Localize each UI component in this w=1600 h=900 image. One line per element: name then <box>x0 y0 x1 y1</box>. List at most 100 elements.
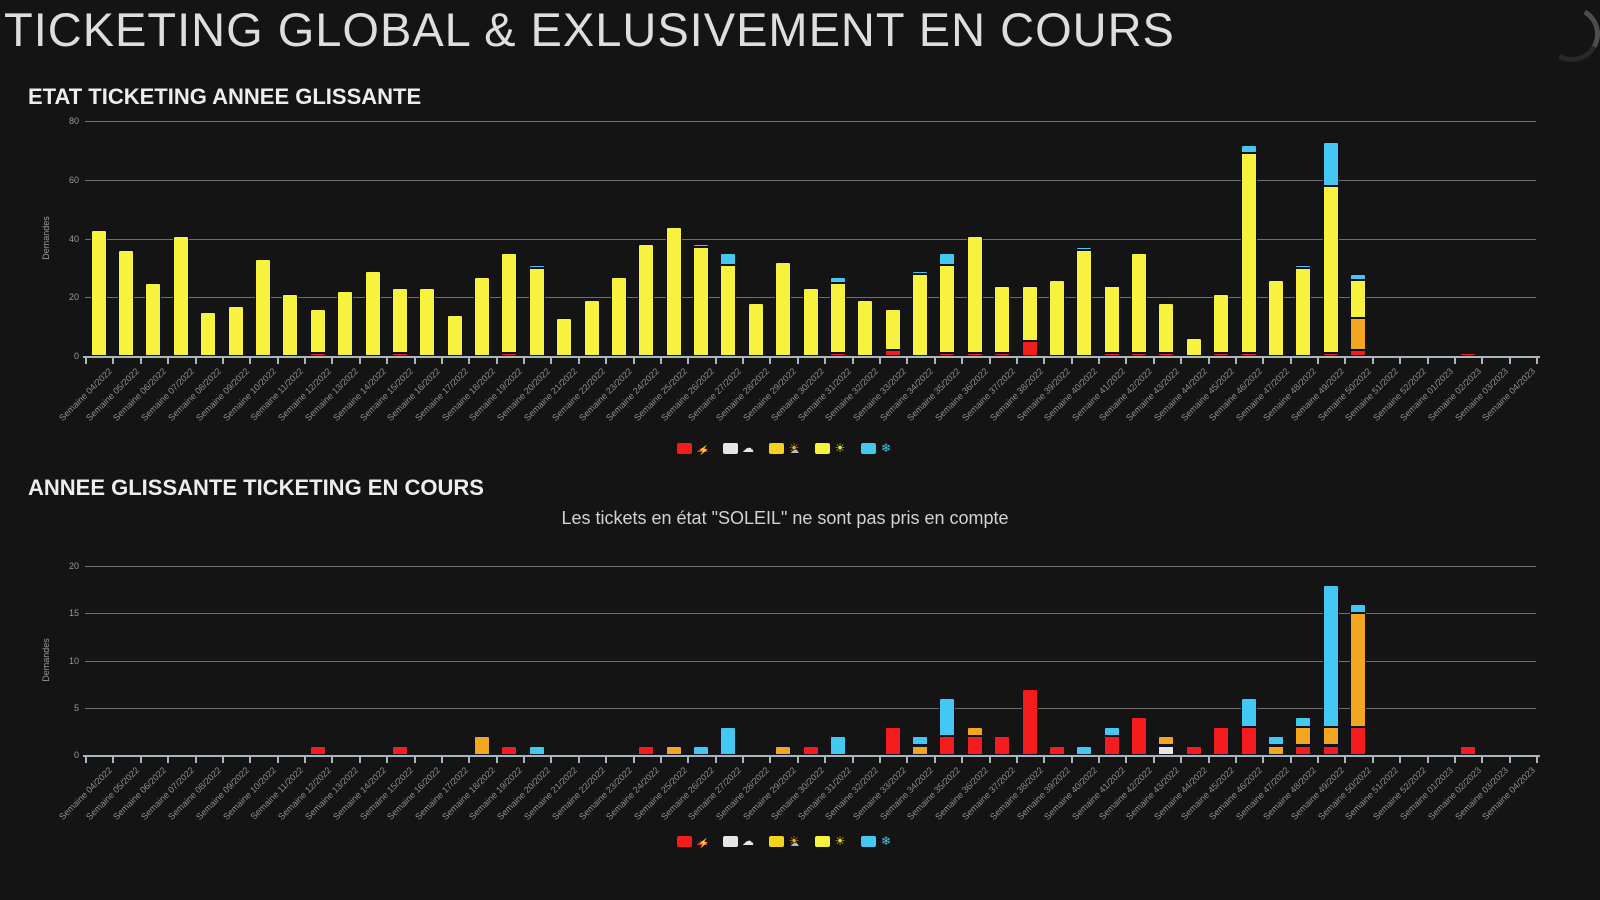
bar-segment-orage[interactable] <box>1131 353 1147 356</box>
legend-item-snowflake[interactable]: ❄ <box>861 442 893 455</box>
bar-segment-soleil[interactable] <box>1213 294 1230 354</box>
bar-segment-orage[interactable] <box>966 353 983 356</box>
legend-item-storm[interactable]: ☁ ⚡ <box>677 835 709 848</box>
bar-segment-soleil[interactable] <box>912 273 928 357</box>
bar-segment-eclaircie[interactable] <box>1350 613 1366 727</box>
bar-segment-soleil[interactable] <box>255 259 271 356</box>
bar-segment-soleil[interactable] <box>857 300 874 356</box>
bar-segment-neige[interactable] <box>1322 141 1339 186</box>
bar-segment-soleil[interactable] <box>693 247 709 356</box>
bar-segment-soleil[interactable] <box>337 291 354 356</box>
bar-segment-neige[interactable] <box>829 736 846 755</box>
bar-segment-neige[interactable] <box>528 264 545 268</box>
bar-segment-orage[interactable] <box>1240 726 1257 755</box>
bar-segment-orage[interactable] <box>994 353 1011 356</box>
bar-segment-soleil[interactable] <box>884 309 901 351</box>
bar-segment-soleil[interactable] <box>501 253 518 354</box>
bar-segment-orage[interactable] <box>1459 745 1476 755</box>
bar-segment-soleil[interactable] <box>966 235 983 354</box>
bar-segment-orage[interactable] <box>309 353 326 356</box>
bar-segment-soleil[interactable] <box>939 264 956 353</box>
bar-segment-neige[interactable] <box>1103 726 1120 737</box>
legend-item-storm[interactable]: ☁ ⚡ <box>677 442 709 455</box>
bar-segment-soleil[interactable] <box>556 317 573 356</box>
bar-segment-soleil[interactable] <box>802 288 819 356</box>
bar-segment-orage[interactable] <box>994 736 1011 755</box>
bar-segment-soleil[interactable] <box>172 235 189 356</box>
bar-segment-orage[interactable] <box>1240 353 1257 356</box>
bar-segment-orage[interactable] <box>1213 353 1230 356</box>
bar-segment-orage[interactable] <box>391 745 408 755</box>
bar-segment-soleil[interactable] <box>1103 285 1120 354</box>
bar-segment-orage[interactable] <box>501 745 518 755</box>
bar-segment-orage[interactable] <box>1350 350 1366 356</box>
bar-segment-soleil[interactable] <box>720 264 737 356</box>
bar-segment-neige[interactable] <box>693 244 709 248</box>
bar-segment-soleil[interactable] <box>1322 185 1339 353</box>
bar-segment-orage[interactable] <box>1021 688 1038 755</box>
bar-segment-soleil[interactable] <box>1131 253 1147 354</box>
bar-segment-eclaircie[interactable] <box>912 745 928 755</box>
bar-segment-soleil[interactable] <box>1076 250 1093 357</box>
bar-segment-neige[interactable] <box>720 726 737 755</box>
bar-segment-orage[interactable] <box>1350 726 1366 755</box>
bar-segment-neige[interactable] <box>1240 144 1257 154</box>
legend-item-snowflake[interactable]: ❄ <box>861 835 893 848</box>
bar-segment-neige[interactable] <box>693 745 709 755</box>
bar-segment-orage[interactable] <box>802 745 819 755</box>
bar-segment-soleil[interactable] <box>638 244 655 356</box>
bar-segment-soleil[interactable] <box>1021 285 1038 342</box>
bar-segment-soleil[interactable] <box>446 314 463 356</box>
bar-segment-eclaircie[interactable] <box>1158 736 1175 746</box>
bar-segment-neige[interactable] <box>1350 603 1366 614</box>
bar-segment-soleil[interactable] <box>1350 279 1366 318</box>
legend-item-sun[interactable]: ☀ <box>815 442 847 455</box>
bar-segment-orage[interactable] <box>1213 726 1230 755</box>
bar-segment-neige[interactable] <box>939 253 956 265</box>
bar-segment-soleil[interactable] <box>1295 267 1312 356</box>
bar-segment-orage[interactable] <box>1103 736 1120 755</box>
legend-item-sun-cloud[interactable]: ☀ ☁ <box>769 835 801 848</box>
bar-segment-soleil[interactable] <box>1240 153 1257 354</box>
bar-segment-orage[interactable] <box>638 745 655 755</box>
bar-segment-eclaircie[interactable] <box>1350 317 1366 351</box>
bar-segment-neige[interactable] <box>829 276 846 283</box>
bar-segment-orage[interactable] <box>1322 353 1339 356</box>
bar-segment-orage[interactable] <box>1459 353 1476 356</box>
bar-segment-orage[interactable] <box>939 736 956 755</box>
bar-segment-soleil[interactable] <box>419 288 436 356</box>
bar-segment-orage[interactable] <box>1021 341 1038 356</box>
bar-segment-orage[interactable] <box>1131 717 1147 755</box>
bar-segment-eclaircie[interactable] <box>966 726 983 737</box>
bar-segment-soleil[interactable] <box>1267 279 1284 356</box>
bar-segment-soleil[interactable] <box>528 267 545 356</box>
bar-segment-soleil[interactable] <box>282 294 299 356</box>
bar-segment-eclaircie[interactable] <box>1295 726 1312 746</box>
legend-item-cloud[interactable]: ☁ <box>723 442 755 455</box>
bar-segment-eclaircie[interactable] <box>1267 745 1284 755</box>
bar-segment-soleil[interactable] <box>309 309 326 354</box>
bar-segment-neige[interactable] <box>1076 745 1093 755</box>
bar-segment-soleil[interactable] <box>775 262 792 356</box>
bar-segment-soleil[interactable] <box>391 288 408 353</box>
bar-segment-neige[interactable] <box>1103 282 1120 286</box>
bar-segment-soleil[interactable] <box>747 303 764 356</box>
bar-segment-nuage[interactable] <box>1158 745 1175 755</box>
bar-segment-orage[interactable] <box>966 736 983 755</box>
bar-segment-orage[interactable] <box>1103 353 1120 356</box>
bar-segment-orage[interactable] <box>1185 745 1202 755</box>
bar-segment-soleil[interactable] <box>118 250 135 357</box>
bar-segment-orage[interactable] <box>829 353 846 356</box>
bar-segment-orage[interactable] <box>1322 745 1339 755</box>
legend-item-sun[interactable]: ☀ <box>815 835 847 848</box>
bar-segment-soleil[interactable] <box>994 285 1011 354</box>
loading-arc-icon[interactable] <box>1537 0 1600 69</box>
bar-segment-orage[interactable] <box>884 350 901 356</box>
bar-segment-neige[interactable] <box>912 736 928 746</box>
bar-segment-eclaircie[interactable] <box>1322 726 1339 746</box>
bar-segment-soleil[interactable] <box>364 270 381 356</box>
bar-segment-orage[interactable] <box>939 353 956 356</box>
bar-segment-soleil[interactable] <box>610 276 627 356</box>
bar-segment-neige[interactable] <box>528 745 545 755</box>
bar-segment-neige[interactable] <box>1240 698 1257 727</box>
